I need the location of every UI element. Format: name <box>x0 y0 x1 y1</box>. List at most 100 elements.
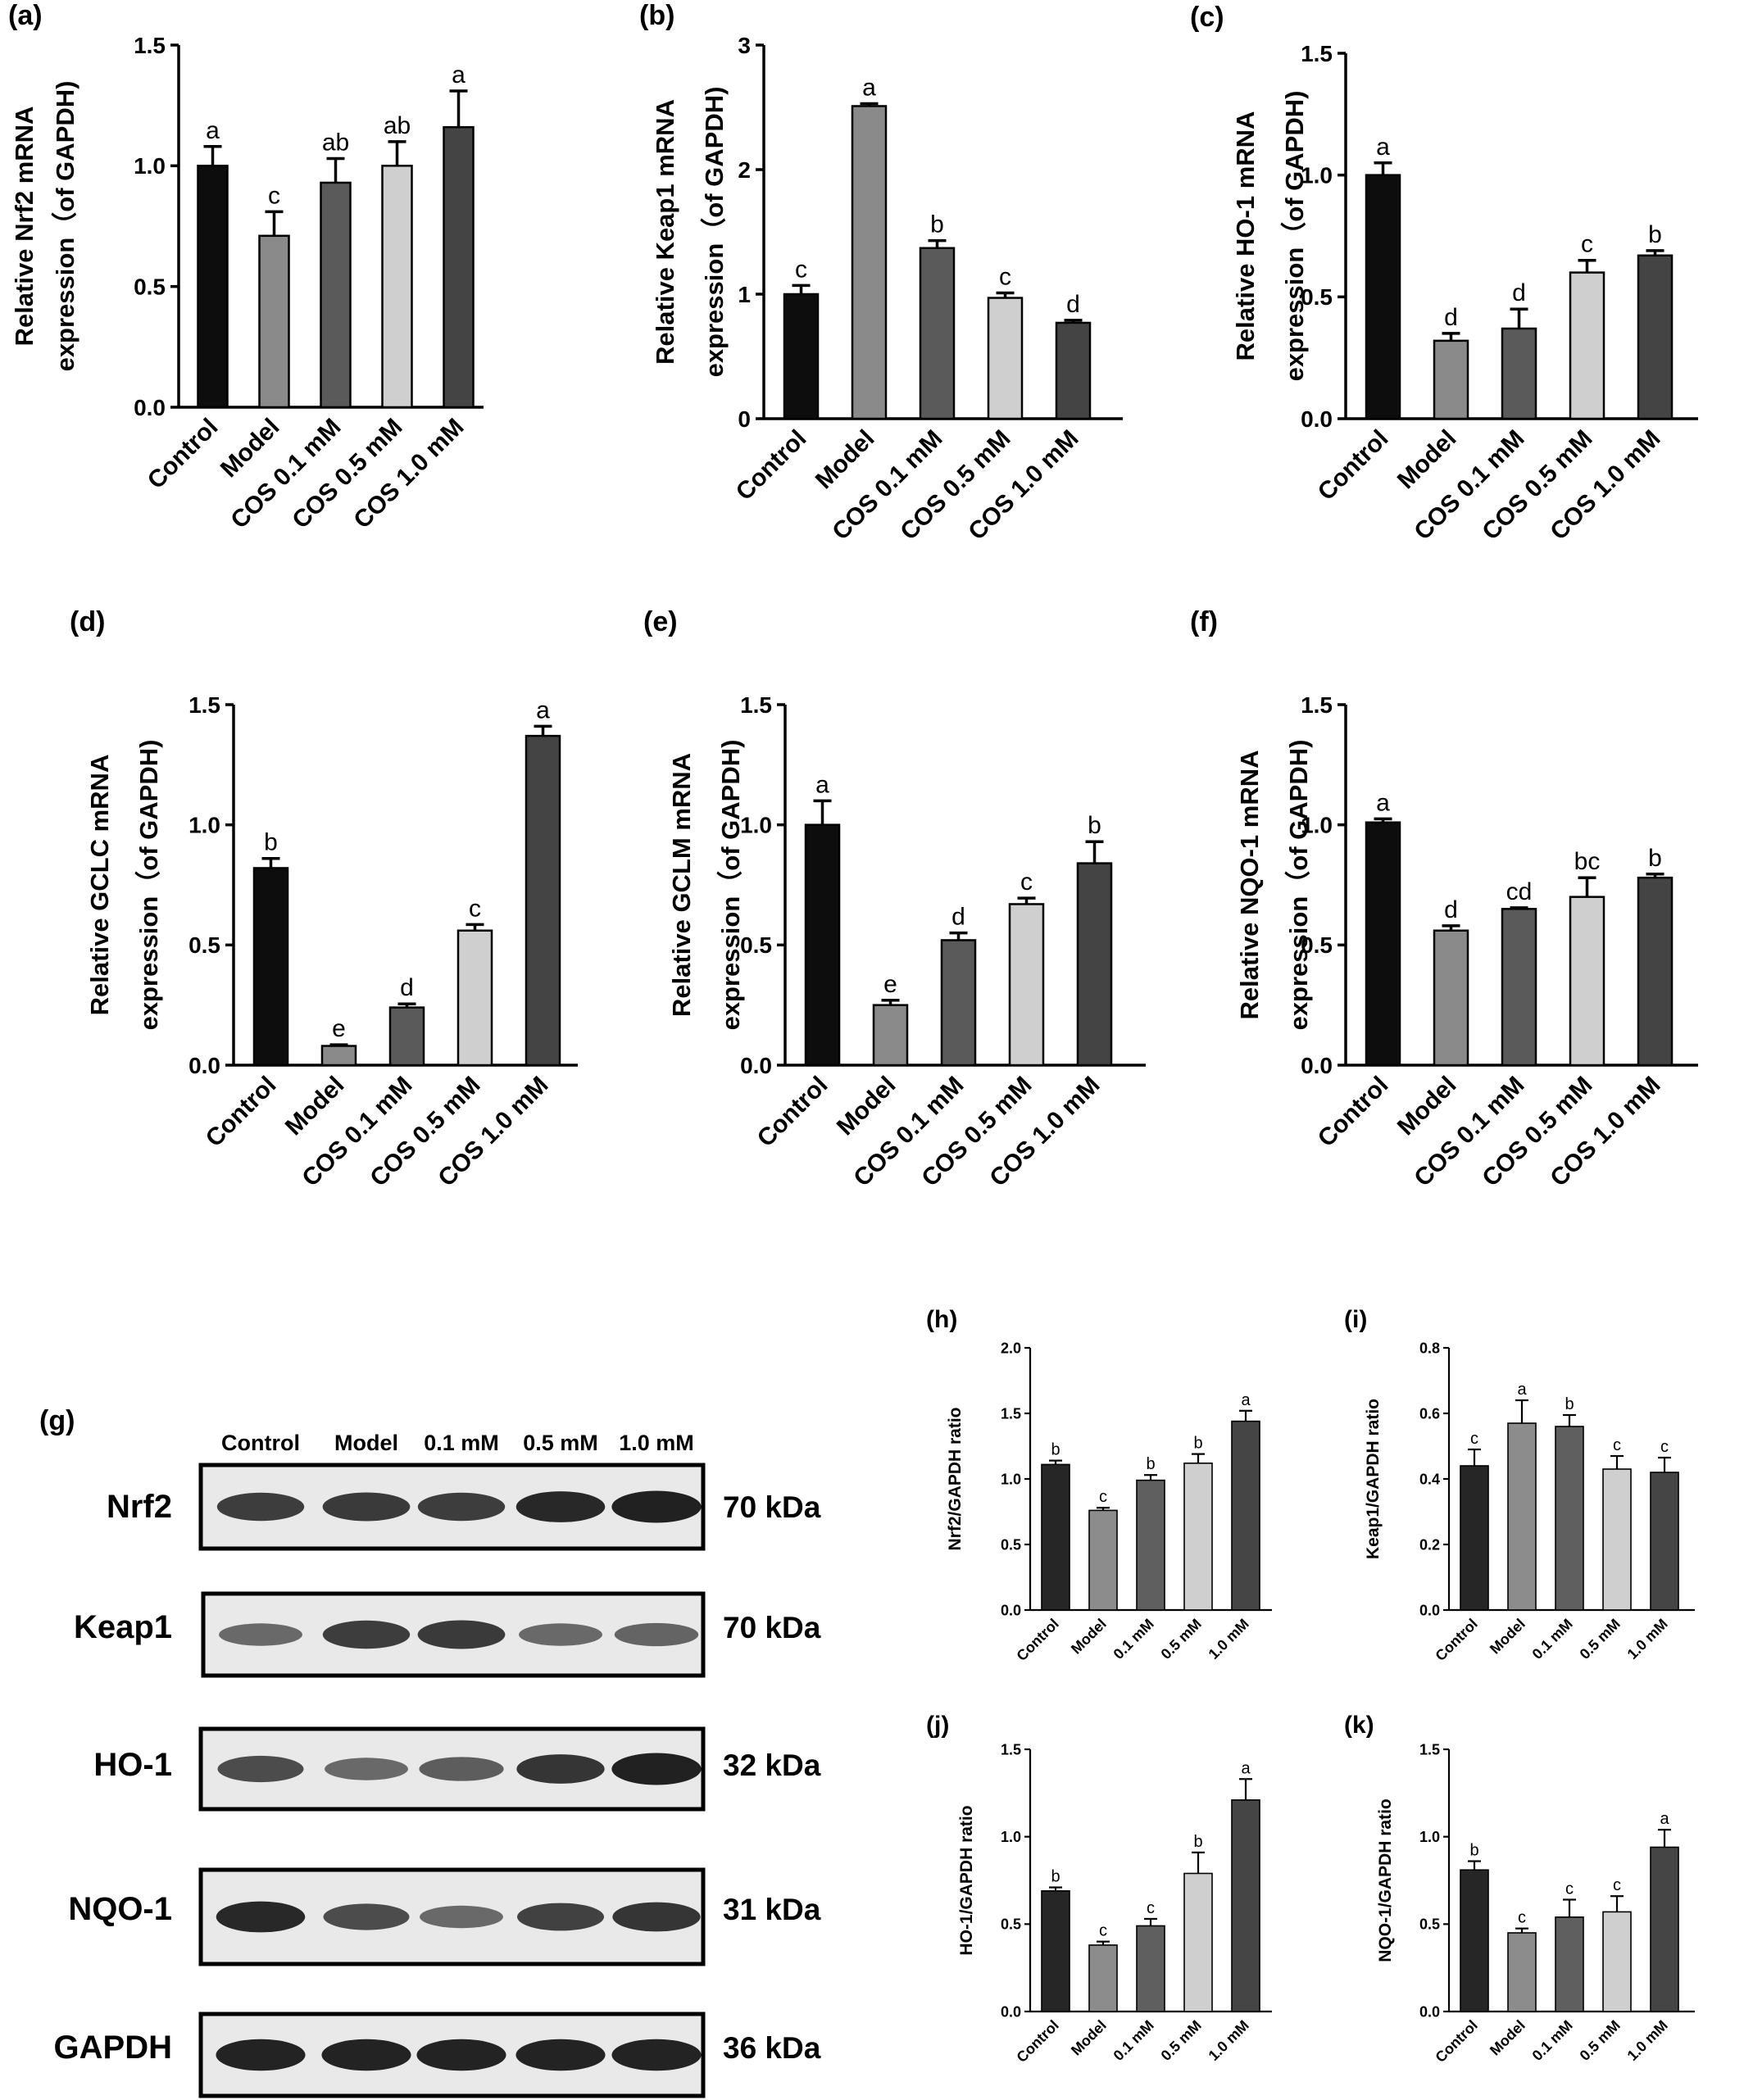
y-axis-label: Relative Keap1 mRNA <box>651 99 679 365</box>
y-tick-label: 1.0 <box>1301 162 1333 188</box>
category-label: Control <box>1313 1072 1394 1153</box>
y-tick-label: 1.5 <box>1301 692 1333 718</box>
blot-band <box>611 1490 702 1523</box>
bar-chart-h: (h) 0.0 0.5 1.0 1.5 2.0 Nrf2/GAPDH ratio b Contr… <box>926 1306 1272 1664</box>
significance-letter: c <box>795 256 807 283</box>
bar <box>1076 862 1113 1067</box>
bar-chart-e: (e) 0.0 0.5 1.0 1.5 Relative GCLM mRNA express… <box>643 606 1146 1192</box>
bar <box>456 929 493 1067</box>
blot-band <box>516 1903 605 1931</box>
bar <box>1433 339 1469 420</box>
significance-letter: c <box>1581 231 1593 258</box>
panel-label: (h) <box>926 1306 957 1333</box>
significance-letter: a <box>452 61 466 88</box>
blot-band <box>322 1492 411 1522</box>
y-tick-label: 0.0 <box>1419 2003 1440 2020</box>
y-axis-label: expression（of GAPDH) <box>1280 91 1309 382</box>
y-tick-label: 1.0 <box>134 153 166 179</box>
blot-protein-label: NQO-1 <box>68 1891 172 1927</box>
panel-label-g: (g) <box>39 1405 75 1436</box>
lane-label: Model <box>334 1431 398 1455</box>
significance-letter: c <box>1518 1909 1526 1927</box>
blot-band <box>419 1757 504 1781</box>
western-blot-panel: (g) Control Model 0.1 mM 0.5 mM 1.0 mM N… <box>39 1405 821 2098</box>
category-label: COS 1.0 mM <box>348 414 469 534</box>
y-tick-label: 0.0 <box>1001 1602 1021 1618</box>
significance-letter: ab <box>384 112 411 139</box>
y-tick-label: 0.0 <box>1419 1602 1440 1618</box>
category-label: 0.1 mM <box>1529 2017 1576 2064</box>
lane-label: 0.5 mM <box>523 1431 598 1455</box>
significance-letter: b <box>1648 845 1662 872</box>
blot-lane-labels: Control Model 0.1 mM 0.5 mM 1.0 mM <box>221 1431 694 1455</box>
y-tick-label: 1.0 <box>1001 1829 1021 1845</box>
y-tick-label: 0.4 <box>1419 1471 1440 1487</box>
blot-band-images <box>198 1463 706 2098</box>
panel-label: (b) <box>639 0 674 31</box>
bar <box>320 1045 357 1067</box>
blot-band <box>516 1754 605 1784</box>
blot-band <box>519 1623 602 1646</box>
y-axis-label: expression（of GAPDH) <box>700 87 729 378</box>
y-tick-label: 1.0 <box>188 812 220 837</box>
y-tick-label: 0.0 <box>188 1053 220 1078</box>
bar-chart-k: (k) 0.0 0.5 1.0 1.5 NQO-1/GAPDH ratio b Control… <box>1344 1712 1695 2066</box>
blot-size-label: 70 kDa <box>723 1490 821 1524</box>
significance-letter: a <box>815 771 829 798</box>
y-tick-label: 0.5 <box>1419 1916 1440 1933</box>
significance-letter: d <box>1512 279 1526 306</box>
significance-letter: b <box>1051 1441 1060 1459</box>
y-tick-label: 0.5 <box>1301 284 1333 310</box>
significance-letter: b <box>264 829 278 856</box>
y-tick-label: 1.5 <box>134 33 166 58</box>
blot-band <box>325 1758 408 1780</box>
bar <box>1041 1463 1070 1611</box>
y-tick-label: 0.0 <box>1301 1053 1333 1078</box>
blot-band <box>216 2039 306 2071</box>
y-tick-label: 0.5 <box>740 932 772 958</box>
bar <box>1460 1869 1489 2012</box>
y-tick-label: 1.0 <box>1301 812 1333 837</box>
blot-band <box>614 1622 699 1647</box>
bar <box>783 293 820 420</box>
category-label: 0.5 mM <box>1577 2017 1624 2064</box>
y-tick-label: 2.0 <box>1001 1340 1021 1356</box>
significance-letter: b <box>1088 812 1101 839</box>
significance-letter: a <box>1241 1391 1251 1409</box>
y-tick-label: 1.5 <box>1419 1741 1440 1758</box>
y-tick-label: 1.0 <box>1419 1829 1440 1845</box>
bar <box>320 181 352 409</box>
significance-letter: b <box>1469 1842 1478 1860</box>
bar <box>1637 254 1674 420</box>
bar <box>1055 321 1092 420</box>
significance-letter: a <box>862 74 876 101</box>
category-label: 1.0 mM <box>1624 2017 1671 2064</box>
bar <box>1231 1420 1260 1611</box>
y-tick-label: 1 <box>738 282 751 307</box>
bar <box>1602 1468 1632 1611</box>
y-tick-label: 1.0 <box>740 812 772 837</box>
significance-letter: d <box>1444 304 1458 331</box>
y-tick-label: 2 <box>738 157 751 183</box>
y-axis-label: Relative GCLM mRNA <box>667 753 696 1017</box>
blot-row-ho-1 <box>198 1726 706 1812</box>
bar <box>1183 1872 1213 2012</box>
category-label: 0.5 mM <box>1158 1616 1205 1662</box>
category-label: 0.1 mM <box>1529 1616 1576 1662</box>
category-label: Control <box>752 1072 833 1153</box>
bar <box>197 165 229 409</box>
bar-chart-c: (c) 0.0 0.5 1.0 1.5 Relative HO-1 mRNA express… <box>1190 2 1698 546</box>
panel-label: (c) <box>1190 2 1224 33</box>
category-label: Control <box>1013 1616 1061 1664</box>
significance-letter: c <box>1147 1899 1155 1917</box>
category-label: 0.5 mM <box>1158 2017 1205 2064</box>
significance-letter: b <box>1648 221 1662 248</box>
lane-label: 1.0 mM <box>619 1431 694 1455</box>
bar <box>1501 908 1537 1067</box>
category-label: Model <box>1487 2017 1528 2059</box>
category-label: Control <box>201 1072 282 1153</box>
bar <box>804 823 841 1067</box>
bar <box>1183 1463 1213 1611</box>
bar <box>1507 1422 1537 1611</box>
